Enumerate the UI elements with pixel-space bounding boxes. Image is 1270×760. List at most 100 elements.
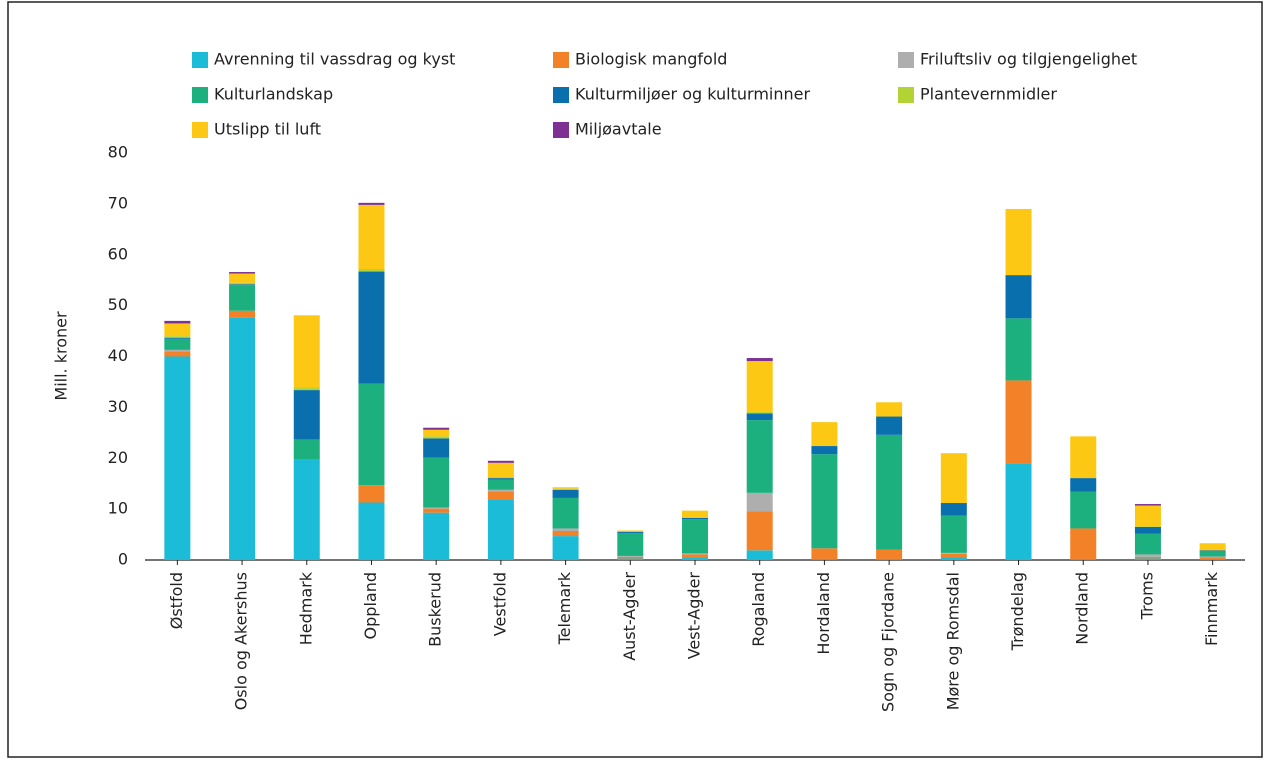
- bar-segment: [487, 499, 514, 560]
- bar-segment: [293, 459, 320, 560]
- bar-segment: [1134, 558, 1161, 560]
- bar-segment: [358, 202, 385, 205]
- bar-segment: [164, 349, 191, 352]
- bar-segment: [423, 508, 450, 513]
- bar-segment: [552, 487, 579, 489]
- bar-segment: [1134, 505, 1161, 527]
- legend-swatch: [553, 122, 569, 138]
- legend-label: Friluftsliv og tilgjengelighet: [920, 50, 1137, 69]
- x-tick-label: Vest-Agder: [685, 572, 704, 660]
- bar-segment: [876, 402, 903, 417]
- bar-segment: [552, 531, 579, 537]
- bar-segment: [1134, 504, 1161, 506]
- bar-segment: [682, 554, 708, 558]
- bar-segment: [746, 492, 773, 512]
- bar-segment: [293, 315, 320, 388]
- bar-segment: [229, 273, 256, 283]
- bar-segment: [940, 515, 967, 553]
- bar-segment: [876, 434, 903, 550]
- bar-segment: [164, 338, 191, 350]
- bar-segment: [876, 416, 903, 435]
- bar-segment: [876, 549, 903, 559]
- bar-segment: [487, 479, 514, 490]
- bar-segment: [746, 511, 773, 551]
- bar-segment: [423, 438, 450, 458]
- x-tick-label: Sogn og Fjordane: [879, 572, 898, 712]
- bar-segment: [487, 477, 514, 479]
- bar-segment: [423, 507, 450, 509]
- bar-segment: [1070, 491, 1097, 529]
- bar-segment: [164, 320, 191, 324]
- bar-segment: [164, 356, 191, 560]
- legend-label: Kulturlandskap: [214, 85, 333, 104]
- bar-segment: [1070, 528, 1097, 559]
- bar-segment: [487, 460, 514, 463]
- bar-segment: [423, 457, 450, 508]
- bar-segment: [811, 548, 838, 559]
- x-tick-label: Trøndelag: [1008, 572, 1027, 651]
- bar-segment: [229, 310, 256, 318]
- bar-segment: [1134, 526, 1161, 534]
- x-tick-label: Nordland: [1073, 572, 1092, 645]
- bar-segment: [1199, 557, 1226, 559]
- bar-segment: [746, 550, 773, 560]
- bar-segment: [423, 512, 450, 560]
- bar-segment: [811, 558, 838, 560]
- bar-segment: [229, 284, 256, 286]
- bar-segment: [1070, 436, 1097, 479]
- legend-swatch: [898, 52, 914, 68]
- bar-segment: [293, 390, 320, 440]
- x-tick-label: Aust-Agder: [620, 572, 639, 661]
- bar-segment: [682, 519, 708, 554]
- bar-segment: [940, 552, 967, 554]
- legend-label: Utslipp til luft: [214, 120, 321, 139]
- legend-swatch: [192, 87, 208, 103]
- bar-segment: [552, 497, 579, 529]
- bar-segment: [1005, 463, 1032, 560]
- bar-segment: [746, 413, 773, 421]
- x-tick-label: Hordaland: [814, 572, 833, 655]
- bar-segment: [552, 489, 579, 498]
- legend-label: Biologisk mangfold: [575, 50, 727, 69]
- bar-segment: [746, 420, 773, 493]
- bar-segment: [229, 317, 256, 560]
- x-tick-label: Oppland: [361, 572, 380, 639]
- bar-segment: [164, 351, 191, 357]
- bar-segment: [1199, 556, 1226, 558]
- bar-segment: [1199, 558, 1226, 560]
- bar-segment: [164, 323, 191, 337]
- bar-segment: [1005, 208, 1032, 276]
- x-tick-label: Finnmark: [1202, 571, 1221, 646]
- bar-segment: [358, 268, 385, 272]
- bar-segment: [229, 285, 256, 311]
- bar-segment: [1134, 554, 1161, 557]
- bar-segment: [682, 557, 708, 560]
- bar-segment: [617, 555, 644, 557]
- bar-segment: [552, 528, 579, 532]
- bar-segment: [487, 462, 514, 478]
- bar-segment: [811, 446, 838, 455]
- bar-segment: [358, 271, 385, 384]
- bar-segment: [552, 536, 579, 560]
- y-axis-label: Mill. kroner: [52, 311, 71, 401]
- bar-segment: [423, 429, 450, 437]
- bar-segment: [487, 478, 514, 480]
- bar-segment: [682, 517, 708, 518]
- x-tick-label: Buskerud: [426, 572, 445, 647]
- bar-segment: [746, 411, 773, 414]
- bar-segment: [940, 553, 967, 558]
- bar-segment: [552, 488, 579, 490]
- bar-segment: [617, 530, 644, 532]
- bar-segment: [682, 517, 708, 520]
- bar-segment: [164, 336, 191, 338]
- bar-segment: [487, 489, 514, 492]
- x-tick-label: Hedmark: [296, 571, 315, 645]
- bar-segment: [617, 556, 644, 559]
- bar-segment: [1005, 380, 1032, 464]
- frame: [7, 1, 1263, 758]
- legend-swatch: [553, 87, 569, 103]
- legend-swatch: [553, 52, 569, 68]
- bar-segment: [1005, 318, 1032, 381]
- bar-segment: [682, 553, 708, 555]
